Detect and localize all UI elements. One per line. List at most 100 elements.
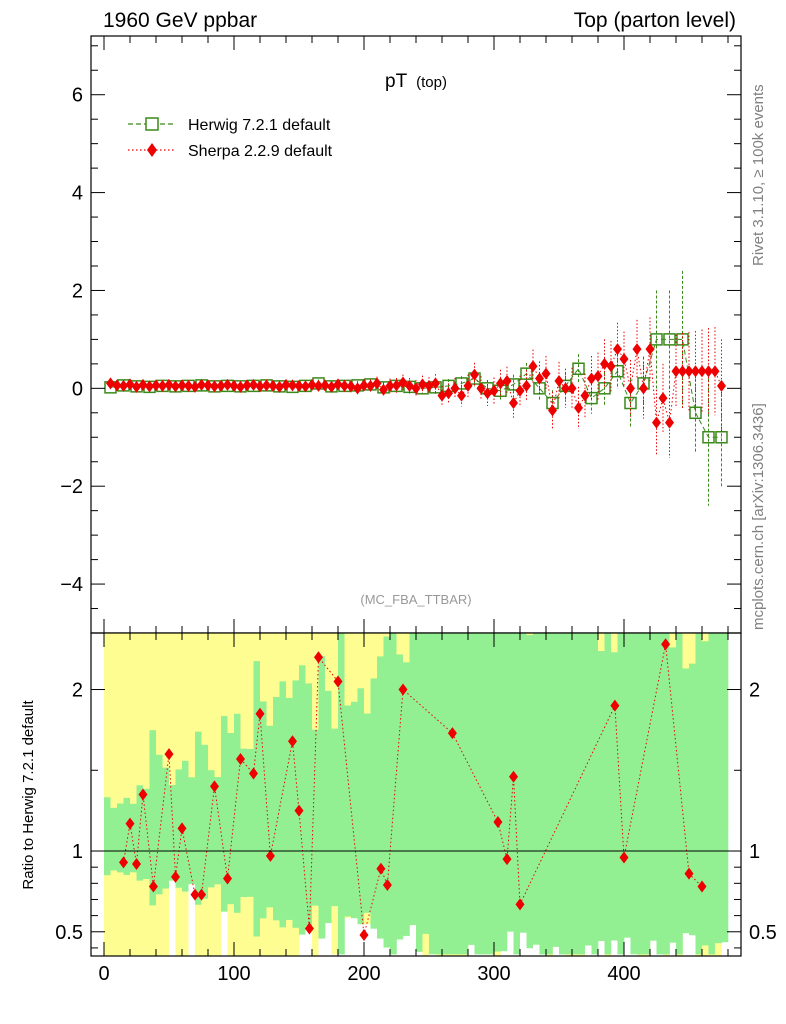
main-y-tick-label: 2 — [72, 280, 83, 302]
sherpa-point — [554, 374, 564, 387]
ratio-point — [148, 880, 158, 893]
main-plot-axes: −4 −2 0 2 4 6 — [60, 35, 742, 634]
ratio-band-gap — [429, 954, 436, 956]
ratio-point — [661, 638, 671, 651]
ratio-band-inner — [663, 633, 670, 955]
ratio-band-inner — [279, 681, 287, 928]
ratio-point — [447, 727, 457, 740]
sherpa-point — [158, 379, 167, 392]
sherpa-point — [379, 383, 388, 396]
ratio-band-inner — [617, 633, 625, 955]
ratio-band-inner — [208, 770, 215, 888]
ratio-band-gap — [318, 938, 326, 956]
header-right-label: Top (parton level) — [574, 9, 736, 32]
ratio-band-inner — [130, 803, 137, 873]
sherpa-point — [613, 343, 622, 356]
ratio-point — [255, 707, 265, 720]
ratio-band-gap — [448, 954, 456, 956]
ratio-band-inner — [357, 688, 365, 925]
sherpa-point — [541, 367, 551, 380]
sherpa-point — [496, 377, 505, 390]
sherpa-point — [626, 382, 635, 395]
sherpa-point — [372, 377, 382, 390]
ratio-band-inner — [604, 633, 612, 955]
ratio-band-gap — [585, 945, 592, 956]
legend-sherpa-marker — [147, 143, 157, 157]
ratio-y-tick-label-right: 1 — [749, 841, 760, 863]
ratio-band-inner — [169, 785, 176, 881]
ratio-point — [619, 851, 629, 864]
ratio-band-inner — [123, 797, 131, 875]
sherpa-point — [184, 379, 193, 392]
ratio-plot-content — [91, 633, 741, 956]
main-plot-content — [104, 270, 728, 506]
sherpa-point — [574, 401, 583, 414]
ratio-band-inner — [656, 633, 664, 955]
ratio-band-inner — [266, 725, 274, 908]
ratio-band-gap — [123, 874, 131, 956]
ratio-band-inner — [409, 633, 417, 926]
ratio-band-gap — [572, 954, 579, 956]
ratio-band-outer — [130, 633, 137, 956]
legend-sherpa-label: Sherpa 2.2.9 default — [188, 143, 333, 160]
ratio-band-gap — [305, 926, 313, 956]
ratio-band-inner — [396, 654, 404, 940]
plot-title: pT (top) — [385, 71, 447, 92]
ratio-band-gap — [643, 954, 651, 956]
sherpa-point — [106, 377, 115, 390]
sherpa-point — [658, 392, 668, 405]
sherpa-point — [405, 379, 414, 392]
mcplots-label: mcplots.cern.ch [arXiv:1306.3436] — [750, 403, 767, 630]
sherpa-point — [606, 360, 616, 373]
sherpa-point — [580, 389, 590, 402]
sherpa-point — [639, 382, 648, 395]
sherpa-point — [281, 378, 291, 391]
ratio-point — [509, 770, 518, 783]
ratio-band-inner — [526, 635, 534, 949]
sherpa-point — [463, 379, 473, 392]
ratio-point — [171, 870, 180, 883]
ratio-band-inner — [650, 633, 657, 941]
plot-title-main: pT — [385, 71, 408, 92]
ratio-band-inner — [572, 633, 579, 955]
sherpa-point — [717, 379, 726, 392]
ratio-y-axis-label: Ratio to Herwig 7.2.1 default — [20, 700, 37, 890]
sherpa-point — [119, 379, 128, 392]
legend-herwig-label: Herwig 7.2.1 default — [188, 117, 331, 134]
sherpa-point — [444, 387, 453, 400]
ratio-band-inner — [416, 633, 423, 952]
ratio-band-inner — [370, 678, 378, 929]
sherpa-point — [418, 378, 427, 391]
ratio-band-outer — [117, 633, 124, 956]
sherpa-point — [509, 397, 518, 410]
sherpa-point — [567, 382, 577, 395]
ratio-point — [177, 822, 187, 835]
ratio-band-inner — [383, 636, 391, 948]
sherpa-point — [216, 379, 226, 392]
sherpa-point — [132, 380, 141, 393]
sherpa-point — [145, 380, 154, 393]
ratio-point — [697, 880, 707, 893]
ratio-point — [382, 878, 392, 891]
ratio-point — [359, 929, 369, 942]
ratio-point — [236, 752, 245, 765]
ratio-band-inner — [585, 633, 592, 946]
herwig-point — [676, 333, 689, 346]
ratio-point — [288, 735, 297, 748]
main-y-tick-label: 0 — [72, 378, 83, 400]
ratio-band-inner — [598, 651, 605, 942]
ratio-band-inner — [630, 633, 638, 955]
ratio-band-inner — [442, 633, 449, 955]
ratio-band-inner — [546, 633, 553, 955]
sherpa-point — [502, 374, 512, 387]
sherpa-point — [294, 379, 304, 392]
ratio-band-inner — [162, 767, 170, 889]
ratio-band-inner — [539, 633, 547, 955]
sherpa-point — [398, 376, 408, 389]
ratio-band-inner — [331, 728, 339, 907]
ratio-band-inner — [435, 633, 443, 955]
ratio-band-inner — [721, 633, 729, 943]
ratio-band-inner — [325, 690, 332, 924]
ratio-band-inner — [552, 633, 560, 947]
